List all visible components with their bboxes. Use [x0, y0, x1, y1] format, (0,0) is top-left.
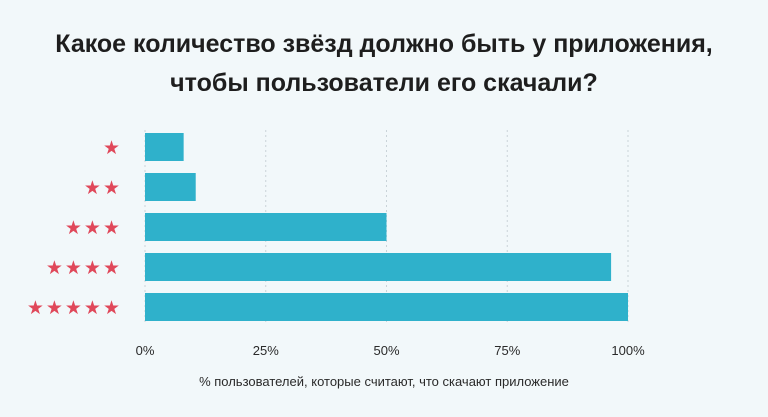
- bar-1-stars: [145, 133, 184, 161]
- bar-3-stars: [145, 213, 387, 241]
- category-label-5-stars: ★★★★★: [27, 297, 122, 319]
- x-tick-label-3: 75%: [494, 343, 520, 358]
- bar-2-stars: [145, 173, 196, 201]
- chart-title-line-2: чтобы пользователи его скачали?: [170, 69, 598, 97]
- bars: [145, 133, 628, 321]
- x-tick-label-0: 0%: [136, 343, 155, 358]
- x-tick-label-2: 50%: [373, 343, 399, 358]
- category-labels: ★★★★★★★★★★★★★★★: [27, 137, 122, 319]
- x-tick-label-1: 25%: [253, 343, 279, 358]
- x-axis-title: % пользователей, которые считают, что ск…: [199, 374, 569, 389]
- category-label-3-stars: ★★★: [65, 217, 122, 239]
- chart-title-line-1: Какое количество звёзд должно быть у при…: [55, 30, 712, 58]
- bar-5-stars: [145, 293, 628, 321]
- category-label-1-stars: ★: [103, 137, 122, 159]
- x-axis-ticks: 0% 25% 50% 75% 100%: [136, 343, 645, 358]
- bar-4-stars: [145, 253, 612, 281]
- category-label-2-stars: ★★: [84, 177, 122, 199]
- category-label-4-stars: ★★★★: [46, 257, 122, 279]
- x-tick-label-4: 100%: [611, 343, 645, 358]
